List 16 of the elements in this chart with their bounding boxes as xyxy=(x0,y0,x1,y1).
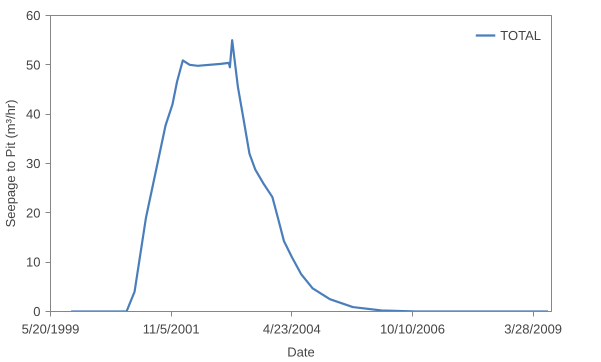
legend-label: TOTAL xyxy=(500,28,541,42)
y-tick-label: 30 xyxy=(26,156,41,171)
x-tick-label: 11/5/2001 xyxy=(142,322,200,336)
x-axis-title: Date xyxy=(287,344,315,360)
y-tick-label: 0 xyxy=(33,304,41,319)
line-series xyxy=(70,39,550,312)
x-tick-label: 4/23/2004 xyxy=(262,322,321,336)
y-tick-label: 40 xyxy=(26,106,41,122)
y-tick-label: 20 xyxy=(26,205,41,220)
x-tick-label: 10/10/2006 xyxy=(380,322,446,336)
y-tick-label: 10 xyxy=(26,254,41,270)
y-tick-label: 50 xyxy=(26,57,41,72)
x-tick-label: 3/28/2009 xyxy=(504,322,562,336)
x-tick-label: 5/20/1999 xyxy=(22,322,80,336)
y-axis-title: Seepage to Pit (m³/hr) xyxy=(3,100,18,228)
y-tick-label: 60 xyxy=(26,8,41,23)
